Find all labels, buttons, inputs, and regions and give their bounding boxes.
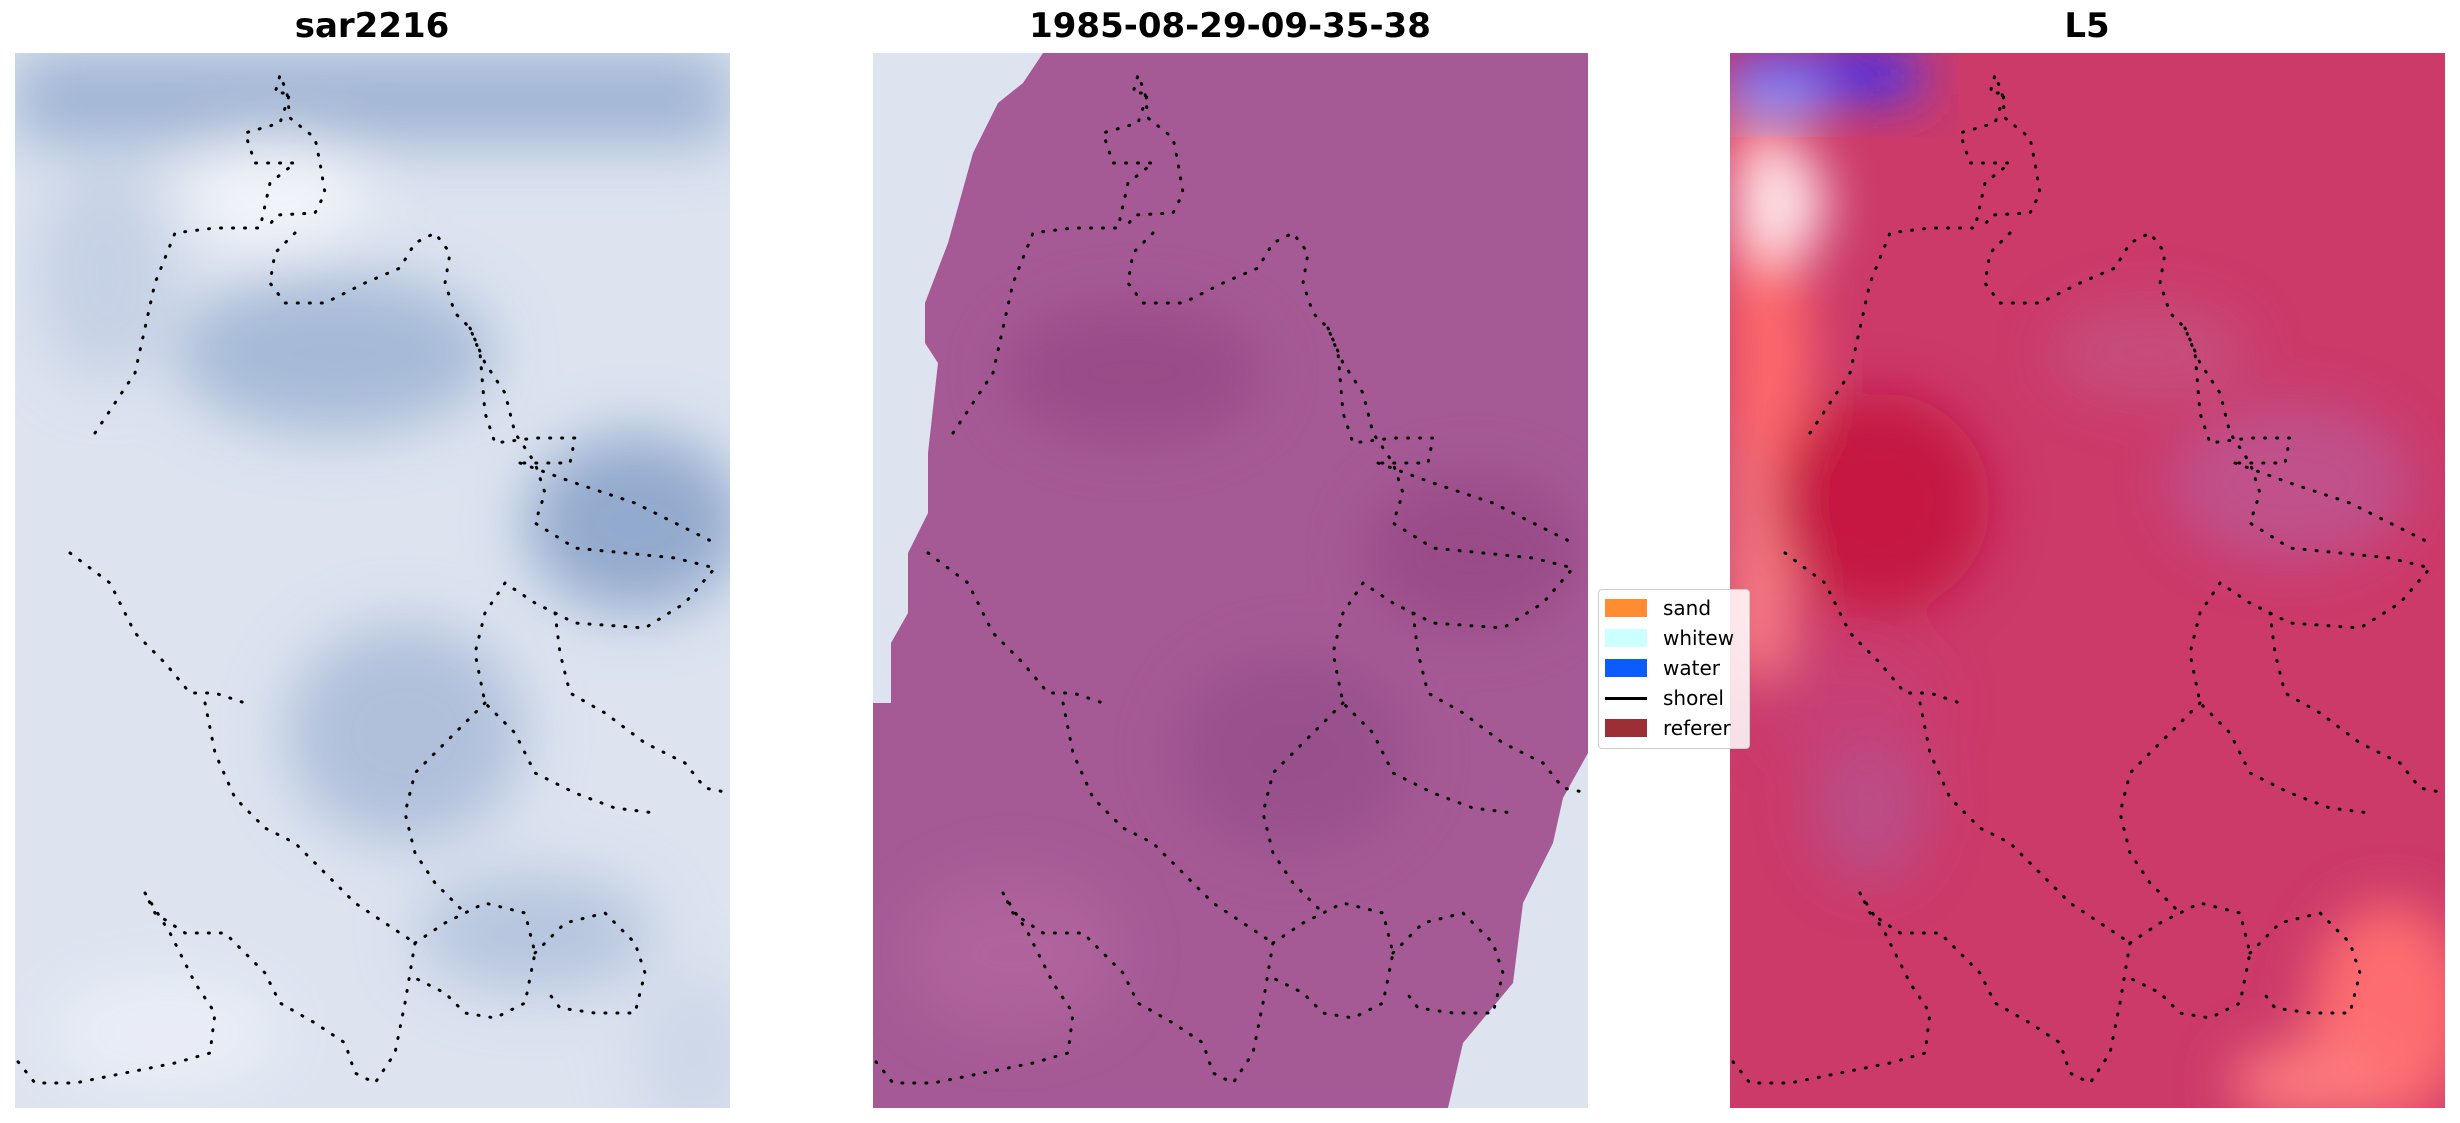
legend-label-shoreline: shorel: [1663, 686, 1724, 710]
shoreline-segment: [553, 611, 730, 795]
shoreline-path: [15, 70, 730, 1085]
sand-swatch: [1605, 599, 1647, 617]
sar-image-panel: [15, 53, 730, 1108]
shoreline-segment: [518, 461, 717, 545]
shoreline-segment: [1808, 70, 2042, 435]
legend-label-reference: referer: [1663, 716, 1731, 740]
panel-title-1: sar2216: [294, 6, 450, 46]
whitewater-swatch: [1605, 629, 1647, 647]
shoreline-segment: [533, 911, 647, 1015]
shoreline-swatch: [1605, 696, 1647, 700]
shoreline-segment: [2268, 611, 2445, 795]
shoreline-segment: [15, 891, 217, 1085]
legend: sand whitew water shorel referer: [1598, 589, 1750, 749]
shoreline-segment: [1261, 701, 1345, 915]
masked-area: [873, 53, 1588, 1108]
shoreline-segment: [68, 551, 247, 705]
reference-swatch: [1605, 719, 1647, 737]
legend-label-sand: sand: [1663, 596, 1712, 620]
shoreline-path: [873, 70, 1588, 1085]
shoreline-segment: [1783, 551, 1962, 705]
legend-item-water: water: [1605, 656, 1720, 680]
shoreline-segment: [403, 701, 487, 915]
shoreline-path: [1730, 70, 2445, 1085]
shoreline-segment: [2118, 701, 2202, 915]
panel-title-3: L5: [2064, 6, 2110, 46]
legend-label-water: water: [1663, 656, 1720, 680]
shoreline-segment: [1326, 326, 1576, 630]
l5-heatmap-panel: [1730, 53, 2445, 1108]
legend-item-whitewater: whitew: [1605, 626, 1734, 650]
legend-item-sand: sand: [1605, 596, 1711, 620]
shoreline-segment: [468, 326, 718, 630]
legend-item-shoreline: shorel: [1605, 686, 1724, 710]
shoreline-segment: [873, 891, 1075, 1085]
shoreline-segment: [2248, 911, 2362, 1015]
shoreline-segment: [1391, 911, 1505, 1015]
shoreline-segment: [1730, 891, 1932, 1085]
shoreline-segment: [473, 581, 657, 815]
water-swatch: [1605, 659, 1647, 677]
shoreline-segment: [1411, 611, 1588, 795]
panel-title-2: 1985-08-29-09-35-38: [1029, 6, 1431, 46]
shoreline-segment: [2183, 326, 2433, 630]
shoreline-segment: [1331, 581, 1515, 815]
legend-label-whitewater: whitew: [1663, 626, 1735, 650]
shoreline-segment: [1376, 461, 1575, 545]
classification-panel: [873, 53, 1588, 1108]
shoreline-segment: [2233, 461, 2432, 545]
shoreline-segment: [926, 551, 1105, 705]
shoreline-segment: [93, 70, 327, 435]
shoreline-segment: [951, 70, 1185, 435]
legend-item-reference: referer: [1605, 716, 1731, 740]
shoreline-segment: [2188, 581, 2372, 815]
